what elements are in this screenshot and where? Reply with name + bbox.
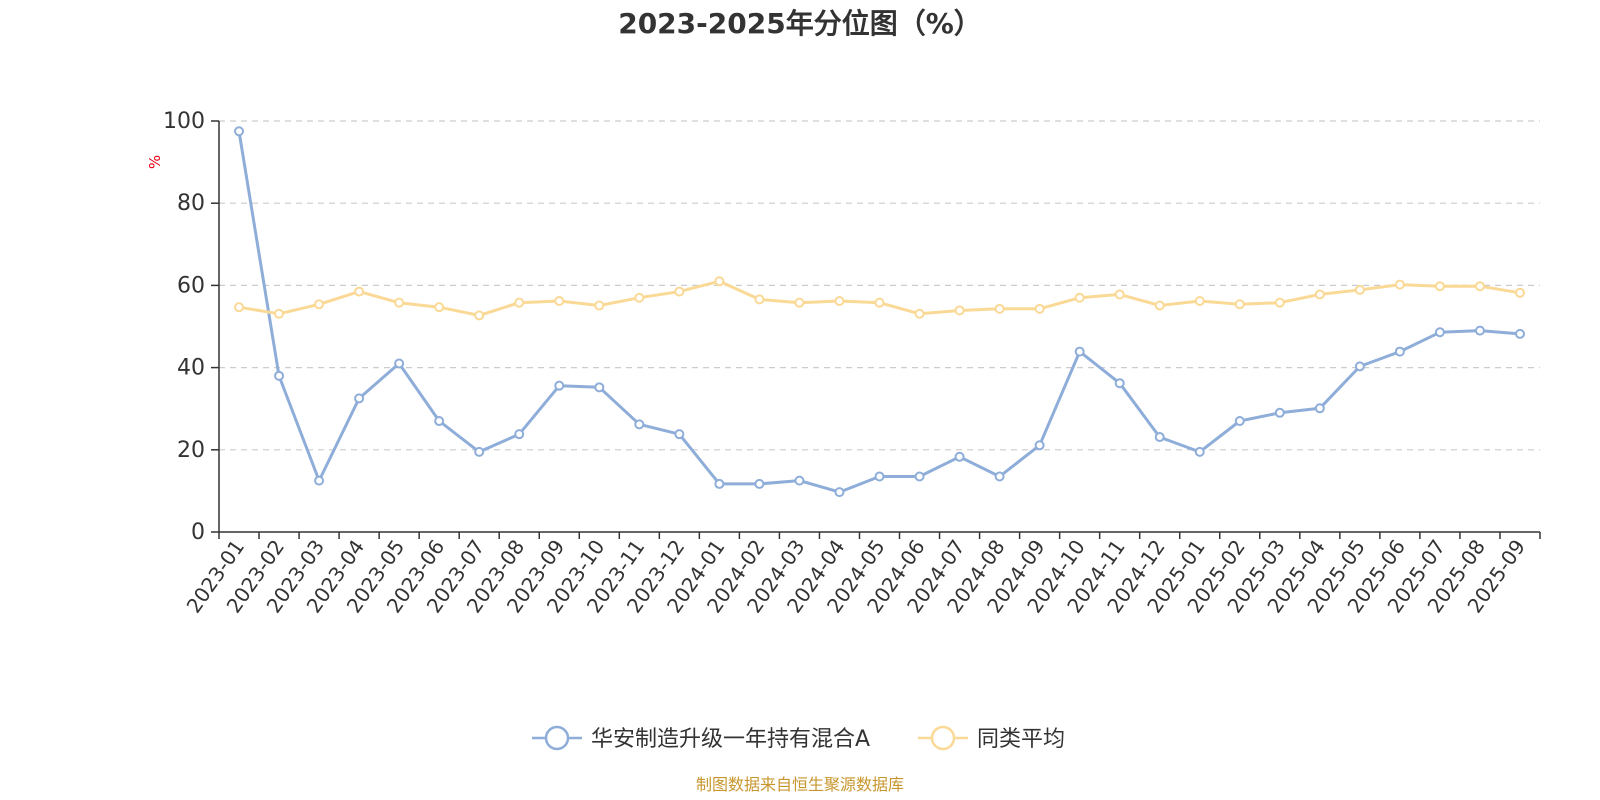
- data-point[interactable]: [1194, 296, 1205, 307]
- data-point[interactable]: [994, 303, 1005, 314]
- y-tick-label: 0: [191, 520, 205, 545]
- data-point[interactable]: [834, 487, 845, 498]
- data-point[interactable]: [1154, 300, 1165, 311]
- y-axis-unit: %: [146, 155, 164, 169]
- data-point[interactable]: [1074, 292, 1085, 303]
- y-tick-label: 60: [177, 273, 205, 298]
- data-point[interactable]: [1274, 407, 1285, 418]
- data-point[interactable]: [514, 429, 525, 440]
- data-point[interactable]: [1394, 346, 1405, 357]
- data-point[interactable]: [994, 471, 1005, 482]
- axes: 0204060801002023-012023-022023-032023-04…: [163, 109, 1541, 617]
- data-point[interactable]: [1434, 281, 1445, 292]
- legend-marker: [544, 725, 570, 751]
- data-point[interactable]: [754, 478, 765, 489]
- data-point[interactable]: [1314, 403, 1325, 414]
- data-point[interactable]: [1114, 378, 1125, 389]
- legend-label: 同类平均: [977, 727, 1065, 752]
- data-point[interactable]: [1354, 361, 1365, 372]
- data-point[interactable]: [674, 429, 685, 440]
- data-point[interactable]: [394, 297, 405, 308]
- data-point[interactable]: [914, 471, 925, 482]
- data-point[interactable]: [1274, 297, 1285, 308]
- data-point[interactable]: [874, 471, 885, 482]
- data-point[interactable]: [634, 292, 645, 303]
- data-point[interactable]: [594, 300, 605, 311]
- data-point[interactable]: [714, 478, 725, 489]
- grid-lines: [219, 120, 1540, 451]
- data-point[interactable]: [714, 276, 725, 287]
- chart-title: 2023-2025年分位图（%）: [618, 7, 982, 40]
- data-point[interactable]: [1074, 346, 1085, 357]
- data-point[interactable]: [794, 475, 805, 486]
- data-point[interactable]: [874, 297, 885, 308]
- data-point[interactable]: [554, 296, 565, 307]
- data-point[interactable]: [274, 370, 285, 381]
- data-point[interactable]: [514, 297, 525, 308]
- data-point[interactable]: [1474, 281, 1485, 292]
- data-point[interactable]: [474, 310, 485, 321]
- y-tick-label: 100: [163, 109, 205, 134]
- data-point[interactable]: [234, 126, 245, 137]
- data-point[interactable]: [1234, 416, 1245, 427]
- data-point[interactable]: [914, 308, 925, 319]
- legend-label: 华安制造升级一年持有混合A: [591, 727, 870, 752]
- y-tick-label: 80: [177, 191, 205, 216]
- data-point[interactable]: [1114, 289, 1125, 300]
- data-point[interactable]: [1194, 446, 1205, 457]
- data-point[interactable]: [354, 286, 365, 297]
- data-point[interactable]: [594, 382, 605, 393]
- legend-item-1[interactable]: 华安制造升级一年持有混合A: [532, 725, 870, 752]
- legend[interactable]: 华安制造升级一年持有混合A 同类平均: [532, 725, 1065, 752]
- data-point[interactable]: [554, 380, 565, 391]
- data-point[interactable]: [474, 446, 485, 457]
- data-point[interactable]: [234, 302, 245, 313]
- data-point[interactable]: [954, 451, 965, 462]
- series-2: [234, 276, 1525, 321]
- data-point[interactable]: [314, 475, 325, 486]
- data-point[interactable]: [754, 294, 765, 305]
- source-note: 制图数据来自恒生聚源数据库: [696, 775, 904, 794]
- data-point[interactable]: [1514, 328, 1525, 339]
- data-point[interactable]: [1154, 432, 1165, 443]
- series-line: [237, 131, 1521, 494]
- data-point[interactable]: [1314, 289, 1325, 300]
- data-point[interactable]: [674, 286, 685, 297]
- data-point[interactable]: [954, 305, 965, 316]
- data-point[interactable]: [434, 302, 445, 313]
- data-point[interactable]: [1514, 287, 1525, 298]
- data-point[interactable]: [1434, 327, 1445, 338]
- data-point[interactable]: [1034, 303, 1045, 314]
- legend-item-2[interactable]: 同类平均: [918, 725, 1065, 752]
- data-point[interactable]: [1394, 279, 1405, 290]
- data-point[interactable]: [634, 419, 645, 430]
- data-point[interactable]: [1034, 440, 1045, 451]
- data-point[interactable]: [434, 416, 445, 427]
- data-point[interactable]: [1354, 284, 1365, 295]
- data-point[interactable]: [354, 393, 365, 404]
- series-1: [234, 126, 1525, 498]
- y-tick-label: 20: [177, 438, 205, 463]
- data-point[interactable]: [274, 308, 285, 319]
- data-point[interactable]: [794, 297, 805, 308]
- data-point[interactable]: [394, 358, 405, 369]
- legend-marker: [930, 725, 956, 751]
- data-point[interactable]: [834, 296, 845, 307]
- data-point[interactable]: [314, 299, 325, 310]
- data-point[interactable]: [1474, 325, 1485, 336]
- y-tick-label: 40: [177, 356, 205, 381]
- series: [234, 126, 1525, 498]
- data-point[interactable]: [1234, 299, 1245, 310]
